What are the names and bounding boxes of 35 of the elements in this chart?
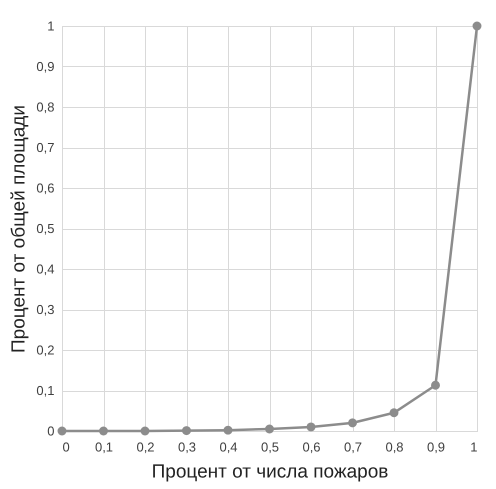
point — [140, 426, 150, 436]
x-tick-label: 0,5 — [260, 440, 280, 454]
x-tick-label: 0 — [62, 440, 70, 454]
point — [306, 422, 316, 432]
y-tick-label: 0,5 — [36, 221, 54, 236]
x-axis-title: Процент от числа пожаров — [152, 462, 388, 482]
x-tick-label: 0,7 — [344, 440, 362, 454]
y-tick-label: 0,9 — [36, 59, 54, 74]
x-tick-label: 0,9 — [426, 440, 446, 454]
x-tick-label: 1 — [470, 440, 478, 454]
y-tick-label: 1 — [47, 18, 54, 34]
y-tick-label: 0,3 — [36, 302, 54, 317]
point — [224, 426, 232, 435]
x-tick-label: 0,8 — [385, 440, 404, 454]
y-axis-title: Процент от общей площади — [8, 104, 30, 354]
point — [58, 426, 66, 436]
x-tick-label: 0,6 — [302, 440, 321, 454]
point — [390, 408, 398, 418]
y-tick-label: 0,7 — [36, 140, 54, 155]
y-tick-label: 0,1 — [36, 383, 54, 398]
point — [472, 22, 482, 30]
y-tick-label: 0 — [47, 424, 54, 438]
x-tick-label: 0,2 — [136, 440, 155, 454]
x-tick-label: 0,1 — [94, 440, 114, 454]
x-tick-label: 0,4 — [219, 440, 238, 454]
y-tick-label: 0,2 — [36, 342, 54, 358]
point — [265, 424, 274, 434]
point — [348, 418, 357, 428]
point — [431, 380, 440, 390]
y-tick-label: 0,6 — [36, 180, 54, 196]
point — [182, 426, 191, 436]
y-tick-label: 0,8 — [36, 100, 54, 114]
x-tick-label: 0,3 — [178, 440, 196, 454]
y-tick-label: 0,4 — [36, 262, 54, 276]
point — [99, 426, 108, 436]
